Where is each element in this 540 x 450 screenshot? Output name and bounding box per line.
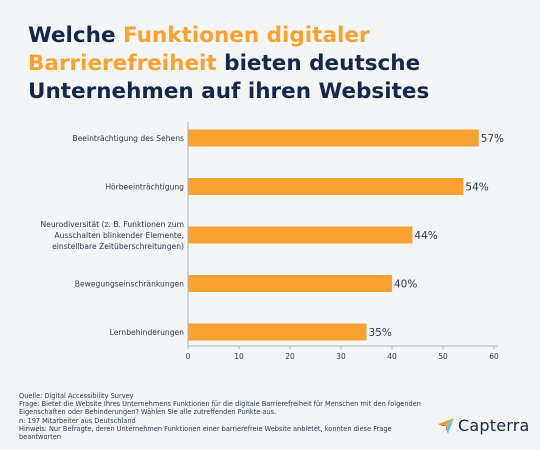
title-line3: Unternehmen auf ihren Websites (28, 79, 430, 104)
bar (188, 226, 413, 244)
capterra-logo-text: Capterra (458, 416, 530, 435)
question-note-line1: Frage: Bietet die Website Ihres Unterneh… (19, 400, 421, 409)
hint-note-line1: Hinweis: Nur Befragte, deren Unternehmen… (19, 424, 392, 433)
category-label: Neurodiversität (z. B. Funktionen zum (40, 220, 184, 229)
title-highlight-1: Funktionen digitaler (123, 23, 370, 48)
category-label: einstellbare Zeitüberschreitungen) (52, 242, 184, 251)
hint-note-line2: beantworten (19, 433, 62, 442)
bar (188, 323, 367, 341)
x-tick-label: 60 (489, 352, 499, 361)
bar (188, 275, 392, 292)
title-highlight-2: Barrierefreiheit (28, 51, 217, 76)
value-label: 57% (481, 133, 504, 145)
category-label: Lernbehinderungen (110, 328, 185, 337)
x-tick-label: 40 (387, 352, 397, 361)
source-note: Quelle: Digital Accessibility Survey (19, 392, 134, 400)
sample-note: n: 197 Mitarbeiter aus Deutschland (19, 416, 136, 425)
bar (188, 178, 464, 195)
value-label: 44% (414, 230, 437, 242)
title-part1: Welche (28, 23, 124, 48)
value-label: 54% (465, 182, 488, 194)
category-label: Beeinträchtigung des Sehens (72, 134, 184, 143)
category-label: Bewegungseinschränkungen (75, 280, 184, 289)
bar-chart: 0 10 20 30 40 50 60 Beeinträchtigung des Sehens… (40, 122, 504, 361)
bar (188, 129, 479, 147)
category-label: Ausschalten blinkender Elemente, (54, 231, 184, 240)
value-label: 35% (369, 327, 392, 339)
x-tick-label: 0 (186, 352, 191, 361)
x-tick-label: 10 (234, 352, 244, 361)
x-tick-label: 50 (438, 352, 448, 361)
question-note-line2: Eigenschaften oder Behinderungen? Wählen… (19, 408, 277, 417)
category-label: Hörbeeinträchtigung (105, 183, 184, 192)
capterra-arrow-icon (438, 417, 454, 434)
title-part2: bieten deutsche (216, 51, 421, 76)
x-tick-label: 30 (336, 352, 346, 361)
footer-notes: Quelle: Digital Accessibility Survey Fra… (19, 392, 439, 441)
capterra-logo: Capterra (437, 416, 530, 435)
x-tick-label: 20 (285, 352, 295, 361)
value-label: 40% (394, 279, 417, 291)
chart-title: Welche Funktionen digitaler Barrierefrei… (28, 22, 518, 106)
